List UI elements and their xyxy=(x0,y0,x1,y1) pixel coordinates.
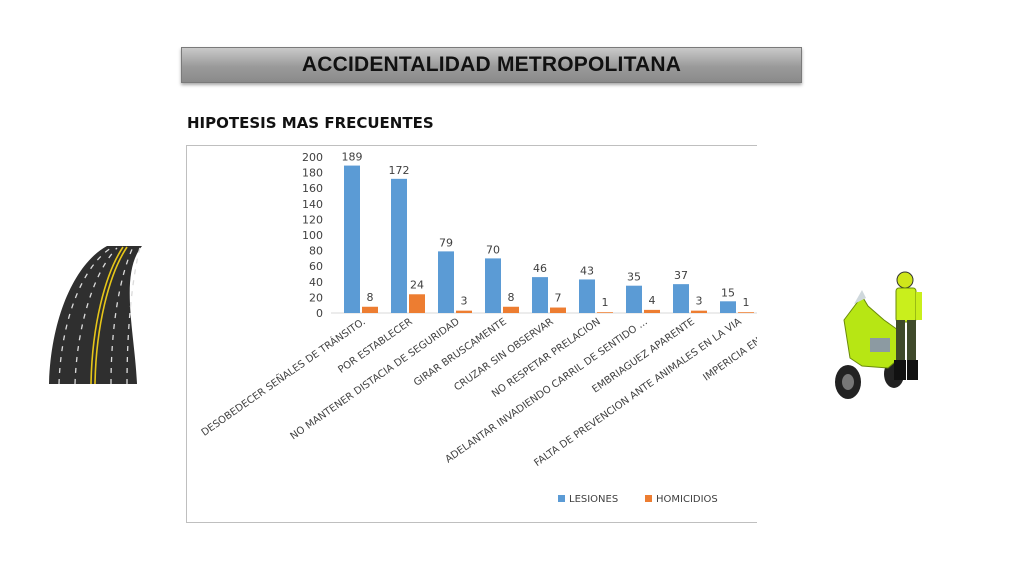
data-label-homicidios: 1 xyxy=(743,296,750,309)
legend-swatch xyxy=(558,495,565,502)
y-tick-label: 60 xyxy=(309,260,323,273)
y-tick-label: 40 xyxy=(309,276,323,289)
bar-homicidios xyxy=(409,294,425,313)
bar-homicidios xyxy=(503,306,519,313)
legend-label: HOMICIDIOS xyxy=(656,494,718,505)
bar-lesiones xyxy=(626,285,642,313)
y-tick-label: 200 xyxy=(302,151,323,164)
bar-lesiones xyxy=(344,165,360,313)
data-label-homicidios: 8 xyxy=(508,291,515,304)
legend-label: LESIONES xyxy=(569,494,618,505)
data-label-lesiones: 189 xyxy=(342,151,363,164)
data-label-lesiones: 46 xyxy=(533,262,547,275)
bar-homicidios xyxy=(691,310,707,313)
chart-subtitle: HIPOTESIS MAS FRECUENTES xyxy=(187,114,434,132)
bar-lesiones xyxy=(673,284,689,313)
bar-lesiones xyxy=(720,301,736,313)
y-tick-label: 180 xyxy=(302,167,323,180)
bar-lesiones xyxy=(579,279,595,313)
road-image xyxy=(49,246,142,385)
title-banner: ACCIDENTALIDAD METROPOLITANA xyxy=(181,47,802,83)
bar-lesiones xyxy=(438,251,454,313)
y-tick-label: 140 xyxy=(302,198,323,211)
data-label-homicidios: 24 xyxy=(410,278,424,291)
data-label-homicidios: 4 xyxy=(649,294,656,307)
data-label-lesiones: 43 xyxy=(580,264,594,277)
bar-lesiones xyxy=(532,277,548,313)
data-label-lesiones: 37 xyxy=(674,269,688,282)
x-tick-label: NO MANTENER DISTACIA DE SEGURIDAD xyxy=(289,316,462,442)
data-label-homicidios: 3 xyxy=(696,295,703,308)
y-tick-label: 20 xyxy=(309,291,323,304)
data-label-homicidios: 3 xyxy=(461,295,468,308)
bar-lesiones xyxy=(391,178,407,313)
bar-homicidios xyxy=(738,312,754,313)
data-label-lesiones: 35 xyxy=(627,271,641,284)
chart-frame: 0 20 40 60 80 100 120 140 160 180 200 189 8 DESOBEDEC… xyxy=(186,145,757,523)
y-tick-label: 160 xyxy=(302,182,323,195)
data-label-lesiones: 79 xyxy=(439,236,453,249)
data-label-lesiones: 15 xyxy=(721,286,735,299)
data-label-lesiones: 70 xyxy=(486,243,500,256)
y-tick-label: 120 xyxy=(302,213,323,226)
bar-homicidios xyxy=(644,309,660,313)
bar-homicidios xyxy=(550,307,566,313)
x-tick-label: DESOBEDECER SEÑALES DE TRÁNSITO. xyxy=(198,315,367,439)
bar-homicidios xyxy=(456,310,472,313)
y-tick-label: 0 xyxy=(316,307,323,320)
data-label-homicidios: 7 xyxy=(555,292,562,305)
y-tick-label: 80 xyxy=(309,245,323,258)
bar-lesiones xyxy=(485,258,501,313)
data-label-homicidios: 1 xyxy=(602,296,609,309)
legend-swatch xyxy=(645,495,652,502)
police-motorcycle-image xyxy=(835,271,922,399)
bar-homicidios xyxy=(597,312,613,313)
data-label-homicidios: 8 xyxy=(367,291,374,304)
y-tick-label: 100 xyxy=(302,229,323,242)
bar-homicidios xyxy=(362,306,378,313)
data-label-lesiones: 172 xyxy=(389,164,410,177)
page-title: ACCIDENTALIDAD METROPOLITANA xyxy=(301,53,682,76)
